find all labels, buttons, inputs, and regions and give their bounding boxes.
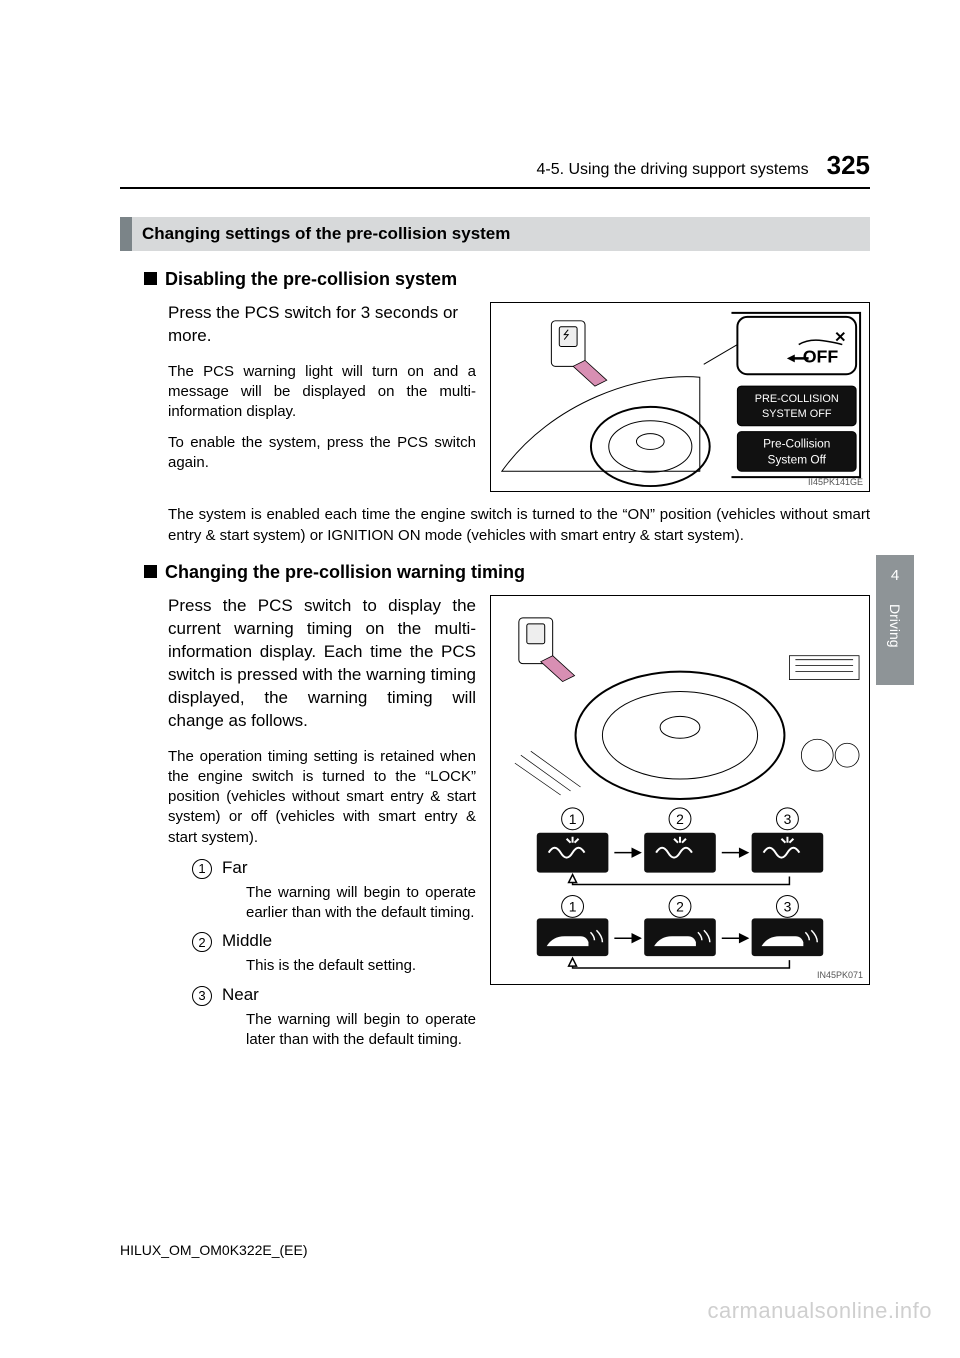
circled-number-icon: 2 — [192, 932, 212, 952]
block-timing: Press the PCS switch to display the curr… — [120, 595, 870, 1058]
subheading-timing: Changing the pre-collision warning timin… — [120, 562, 870, 583]
timing-text-col: Press the PCS switch to display the curr… — [168, 595, 476, 1058]
subheading-disable: Disabling the pre-collision system — [120, 269, 870, 290]
watermark: carmanualsonline.info — [707, 1298, 932, 1324]
disable-lead: Press the PCS switch for 3 seconds or mo… — [168, 302, 476, 348]
page-header: 4-5. Using the driving support systems 3… — [120, 150, 870, 181]
svg-text:PRE-COLLISION: PRE-COLLISION — [755, 393, 839, 405]
chapter-label: Driving — [887, 604, 903, 648]
option-label-near: Near — [222, 985, 259, 1005]
option-desc-far: The warning will begin to operate earlie… — [192, 883, 476, 924]
footer-document-id: HILUX_OM_OM0K322E_(EE) — [120, 1242, 308, 1258]
svg-text:Pre-Collision: Pre-Collision — [763, 436, 830, 450]
option-desc-near: The warning will begin to operate later … — [192, 1010, 476, 1051]
bullet-square-icon — [144, 272, 157, 285]
section-title: Changing settings of the pre-collision s… — [132, 217, 520, 251]
svg-text:1: 1 — [569, 898, 577, 914]
svg-text:3: 3 — [784, 898, 792, 914]
svg-text:1: 1 — [569, 811, 577, 827]
list-item: 2 Middle — [192, 931, 476, 952]
subheading-timing-text: Changing the pre-collision warning timin… — [165, 562, 525, 583]
circled-number-icon: 1 — [192, 859, 212, 879]
timing-note1: The operation timing setting is retained… — [168, 747, 476, 848]
svg-text:SYSTEM OFF: SYSTEM OFF — [762, 408, 832, 420]
bullet-square-icon — [144, 565, 157, 578]
timing-option-list: 1 Far The warning will begin to operate … — [168, 858, 476, 1050]
chapter-side-tab: 4 Driving — [876, 555, 914, 685]
section-path: 4-5. Using the driving support systems — [536, 161, 808, 179]
section-title-bar: Changing settings of the pre-collision s… — [120, 217, 870, 251]
block-disable: Press the PCS switch for 3 seconds or mo… — [120, 302, 870, 492]
disable-note1: The PCS warning light will turn on and a… — [168, 362, 476, 423]
list-item: 1 Far — [192, 858, 476, 879]
figure-pcs-off-svg: OFF PRE-COLLISION SYSTEM OFF Pre-Collisi… — [491, 303, 869, 491]
option-desc-middle: This is the default setting. — [192, 956, 476, 976]
svg-text:2: 2 — [676, 811, 684, 827]
option-label-far: Far — [222, 858, 248, 878]
svg-text:System Off: System Off — [768, 452, 827, 466]
svg-text:OFF: OFF — [803, 346, 839, 366]
timing-lead: Press the PCS switch to display the curr… — [168, 595, 476, 733]
disable-text-col: Press the PCS switch for 3 seconds or mo… — [168, 302, 476, 492]
disable-note2: To enable the system, press the PCS swit… — [168, 433, 476, 474]
chapter-number: 4 — [891, 567, 899, 584]
disable-after-fig: The system is enabled each time the engi… — [120, 492, 870, 546]
page-root: 4-5. Using the driving support systems 3… — [0, 0, 960, 1358]
list-item: 3 Near — [192, 985, 476, 1006]
section-accent — [120, 217, 132, 251]
page-number: 325 — [827, 150, 870, 181]
figure-timing-svg: 1 2 3 — [491, 596, 869, 984]
circled-number-icon: 3 — [192, 986, 212, 1006]
subheading-disable-text: Disabling the pre-collision system — [165, 269, 457, 290]
svg-text:2: 2 — [676, 898, 684, 914]
svg-text:3: 3 — [784, 811, 792, 827]
figure-timing: 1 2 3 — [490, 595, 870, 985]
figure-pcs-off: OFF PRE-COLLISION SYSTEM OFF Pre-Collisi… — [490, 302, 870, 492]
figure1-code: II45PK141GE — [808, 477, 863, 487]
figure2-code: IN45PK071 — [817, 970, 863, 980]
header-rule — [120, 187, 870, 189]
option-label-middle: Middle — [222, 931, 272, 951]
